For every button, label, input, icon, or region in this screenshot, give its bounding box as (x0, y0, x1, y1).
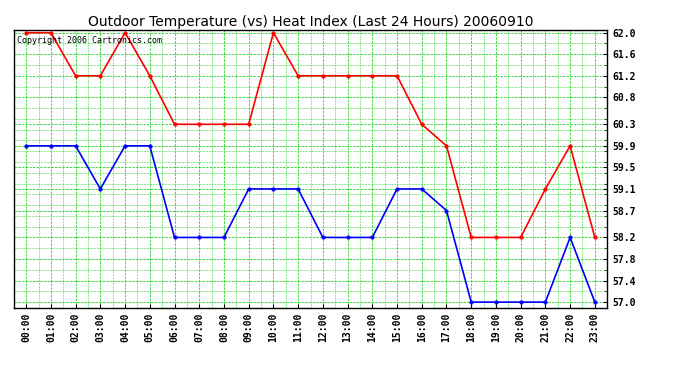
Text: Copyright 2006 Cartronics.com: Copyright 2006 Cartronics.com (17, 36, 161, 45)
Title: Outdoor Temperature (vs) Heat Index (Last 24 Hours) 20060910: Outdoor Temperature (vs) Heat Index (Las… (88, 15, 533, 29)
